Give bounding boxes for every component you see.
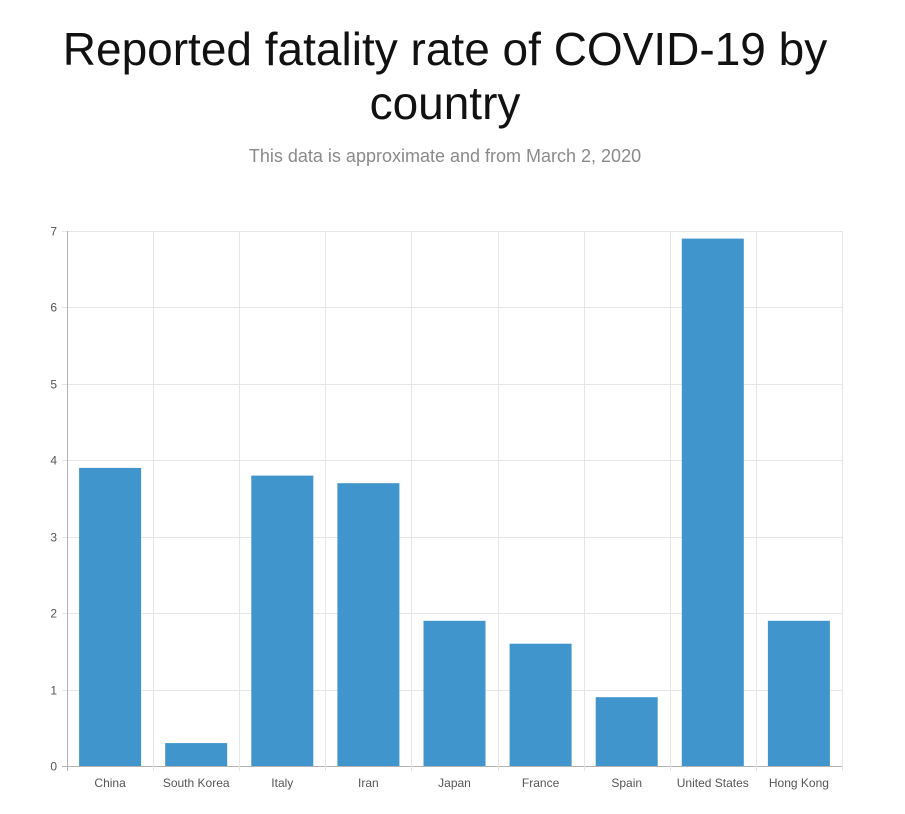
y-tick-label: 6 bbox=[50, 301, 57, 315]
y-tick-label: 7 bbox=[50, 225, 57, 239]
x-tick-label: France bbox=[522, 776, 560, 790]
bar-south-korea bbox=[165, 743, 228, 766]
x-tick-label: United States bbox=[677, 776, 749, 790]
bar-japan bbox=[423, 620, 486, 766]
bar-china bbox=[79, 467, 142, 766]
y-tick-label: 5 bbox=[50, 378, 57, 392]
y-tick-label: 4 bbox=[50, 454, 57, 468]
y-tick-label: 0 bbox=[50, 760, 57, 774]
chart-subtitle: This data is approximate and from March … bbox=[248, 146, 642, 166]
bar-france bbox=[509, 643, 572, 766]
chart-title: Reported fatality rate of COVID-19 by co… bbox=[62, 23, 828, 129]
bar-spain bbox=[595, 697, 658, 766]
y-tick-label: 2 bbox=[50, 607, 57, 621]
x-tick-label: South Korea bbox=[163, 776, 230, 790]
x-tick-label: Hong Kong bbox=[769, 776, 829, 790]
x-tick-label: Iran bbox=[358, 776, 379, 790]
x-tick-label: Japan bbox=[438, 776, 471, 790]
y-tick-label: 1 bbox=[50, 684, 57, 698]
bar-italy bbox=[251, 475, 314, 766]
bar-hong-kong bbox=[767, 620, 830, 766]
x-tick-label: Italy bbox=[271, 776, 293, 790]
y-tick-label: 3 bbox=[50, 531, 57, 545]
x-tick-label: Spain bbox=[611, 776, 642, 790]
bar-united-states bbox=[681, 238, 744, 767]
x-tick-label: China bbox=[94, 776, 126, 790]
bar-iran bbox=[337, 483, 400, 766]
